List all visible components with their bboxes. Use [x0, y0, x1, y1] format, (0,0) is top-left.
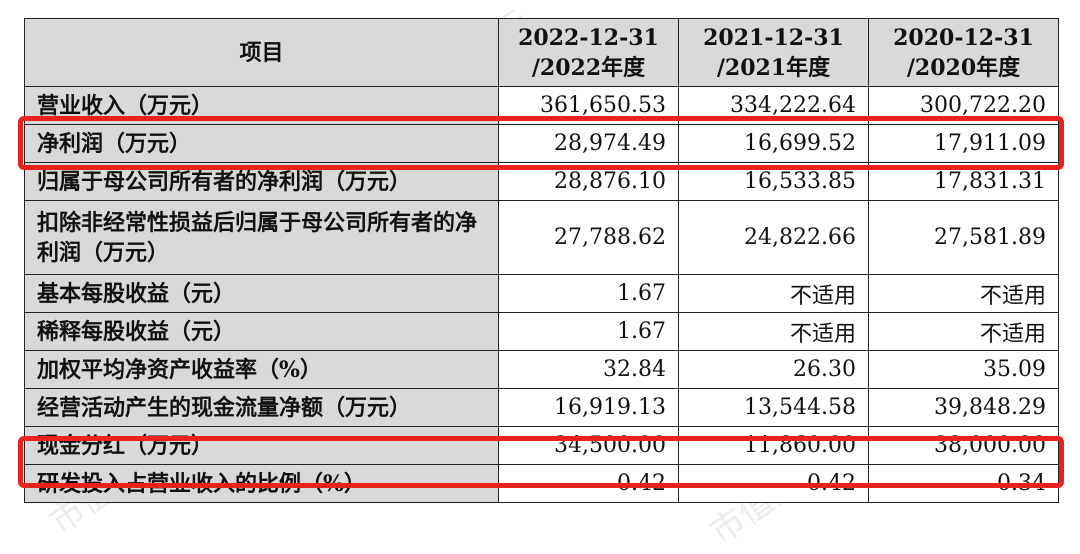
cell-2021: 13,544.58	[678, 388, 869, 427]
cell-2021: 334,222.64	[678, 86, 869, 125]
cell-2020: 17,831.31	[868, 162, 1059, 201]
cell-2021: 26.30	[678, 350, 869, 389]
cell-2021: 24,822.66	[678, 200, 869, 275]
header-2022: 2022-12-31/2022年度	[498, 18, 679, 87]
row-label: 净利润（万元）	[24, 124, 499, 163]
cell-2022: 16,919.13	[498, 388, 679, 427]
cell-2021: 0.42	[678, 464, 869, 503]
row-label: 扣除非经常性损益后归属于母公司所有者的净利润（万元）	[24, 200, 499, 275]
cell-2022: 1.67	[498, 312, 679, 351]
table-row-basic-eps: 基本每股收益（元） 1.67 不适用 不适用	[24, 274, 1059, 313]
table-row-revenue: 营业收入（万元） 361,650.53 334,222.64 300,722.2…	[24, 86, 1059, 125]
table-row-rd-ratio: 研发投入占营业收入的比例（%） 0.42 0.42 0.34	[24, 464, 1059, 503]
cell-2021: 16,699.52	[678, 124, 869, 163]
row-label: 基本每股收益（元）	[24, 274, 499, 313]
cell-2021: 16,533.85	[678, 162, 869, 201]
cell-2020: 不适用	[868, 312, 1059, 351]
header-2022-year: /2022年度	[531, 54, 646, 81]
cell-2020: 300,722.20	[868, 86, 1059, 125]
row-label: 归属于母公司所有者的净利润（万元）	[24, 162, 499, 201]
table-header-row: 项目 2022-12-31/2022年度 2021-12-31/2021年度 2…	[24, 18, 1059, 87]
cell-2020: 39,848.29	[868, 388, 1059, 427]
cell-2022: 361,650.53	[498, 86, 679, 125]
cell-2022: 28,876.10	[498, 162, 679, 201]
cell-2022: 28,974.49	[498, 124, 679, 163]
table-row-cash-dividend: 现金分红（万元） 34,500.00 11,860.00 38,000.00	[24, 426, 1059, 465]
cell-2021: 不适用	[678, 274, 869, 313]
cell-2022: 0.42	[498, 464, 679, 503]
row-label: 经营活动产生的现金流量净额（万元）	[24, 388, 499, 427]
header-2021: 2021-12-31/2021年度	[678, 18, 869, 87]
table-row-operating-cashflow: 经营活动产生的现金流量净额（万元） 16,919.13 13,544.58 39…	[24, 388, 1059, 427]
cell-2020: 38,000.00	[868, 426, 1059, 465]
cell-2020: 0.34	[868, 464, 1059, 503]
table-row-roe: 加权平均净资产收益率（%） 32.84 26.30 35.09	[24, 350, 1059, 389]
row-label: 研发投入占营业收入的比例（%）	[24, 464, 499, 503]
header-2021-year: /2021年度	[716, 54, 831, 81]
cell-2020: 不适用	[868, 274, 1059, 313]
cell-2020: 35.09	[868, 350, 1059, 389]
financial-summary-table: 项目 2022-12-31/2022年度 2021-12-31/2021年度 2…	[24, 18, 1059, 503]
header-2020: 2020-12-31/2020年度	[868, 18, 1059, 87]
header-2020-year: /2020年度	[906, 54, 1021, 81]
header-2021-date: 2021-12-31	[703, 24, 844, 51]
cell-2022: 32.84	[498, 350, 679, 389]
row-label: 现金分红（万元）	[24, 426, 499, 465]
cell-2022: 1.67	[498, 274, 679, 313]
cell-2021: 不适用	[678, 312, 869, 351]
table-row-parent-net-profit: 归属于母公司所有者的净利润（万元） 28,876.10 16,533.85 17…	[24, 162, 1059, 201]
table-row-net-profit: 净利润（万元） 28,974.49 16,699.52 17,911.09	[24, 124, 1059, 163]
table-row-adjusted-net-profit: 扣除非经常性损益后归属于母公司所有者的净利润（万元） 27,788.62 24,…	[24, 200, 1059, 275]
table-row-diluted-eps: 稀释每股收益（元） 1.67 不适用 不适用	[24, 312, 1059, 351]
row-label: 营业收入（万元）	[24, 86, 499, 125]
header-2022-date: 2022-12-31	[518, 24, 659, 51]
cell-2022: 34,500.00	[498, 426, 679, 465]
cell-2020: 27,581.89	[868, 200, 1059, 275]
cell-2022: 27,788.62	[498, 200, 679, 275]
row-label: 稀释每股收益（元）	[24, 312, 499, 351]
cell-2021: 11,860.00	[678, 426, 869, 465]
row-label: 加权平均净资产收益率（%）	[24, 350, 499, 389]
header-2020-date: 2020-12-31	[893, 24, 1034, 51]
header-item: 项目	[24, 18, 499, 87]
cell-2020: 17,911.09	[868, 124, 1059, 163]
